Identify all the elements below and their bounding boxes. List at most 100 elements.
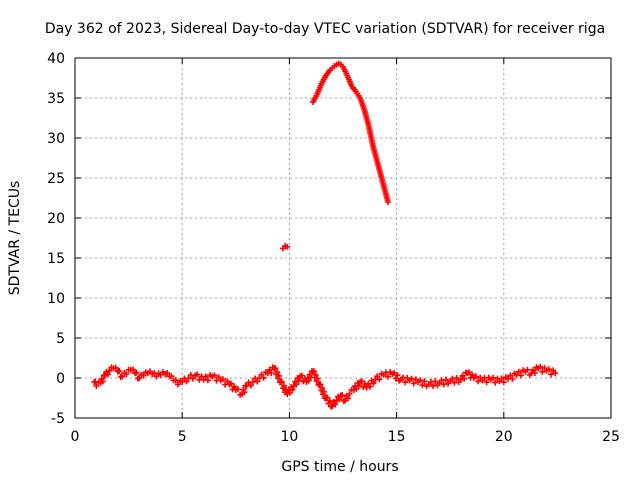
data-point (310, 368, 317, 375)
data-point (227, 380, 234, 387)
data-point (417, 377, 424, 384)
data-point (211, 372, 218, 379)
data-point (234, 386, 241, 393)
y-tick-label: 25 (47, 171, 65, 187)
data-point (457, 376, 464, 383)
data-point (363, 384, 370, 391)
data-point (353, 386, 360, 392)
data-point (268, 370, 275, 376)
data-point (112, 364, 119, 371)
data-point (392, 375, 399, 382)
data-point (385, 373, 392, 380)
data-point (258, 371, 265, 378)
data-point (332, 401, 339, 408)
data-point (254, 378, 261, 385)
y-tick-label: 20 (47, 211, 65, 227)
data-point (421, 378, 428, 385)
data-point (319, 385, 326, 392)
data-points (91, 60, 559, 410)
data-point (174, 381, 181, 388)
data-point (367, 383, 374, 390)
data-point (336, 396, 343, 403)
data-point (507, 372, 514, 379)
data-point (168, 373, 175, 380)
data-point (194, 371, 201, 378)
data-point (442, 376, 449, 383)
data-point (432, 378, 439, 385)
x-tick-label: 10 (280, 429, 298, 445)
data-point (419, 382, 426, 389)
data-point (517, 372, 524, 379)
data-point (104, 371, 111, 378)
data-point (272, 365, 279, 372)
data-point (483, 379, 490, 386)
data-point (215, 374, 222, 381)
data-point (339, 392, 346, 398)
data-point (539, 368, 546, 375)
data-point (326, 397, 333, 404)
data-point (305, 377, 312, 384)
data-point (537, 363, 544, 370)
data-point (472, 373, 479, 380)
data-point (312, 371, 319, 378)
data-point (266, 366, 273, 373)
data-point (461, 375, 468, 382)
grid-lines (75, 58, 611, 418)
data-point (345, 395, 352, 402)
data-point (133, 369, 140, 376)
data-point (317, 381, 324, 388)
data-point (524, 366, 531, 373)
data-point (374, 373, 381, 380)
data-point (274, 369, 281, 376)
data-point (281, 382, 288, 389)
data-point (370, 380, 377, 387)
data-point (116, 368, 123, 374)
data-point (465, 369, 472, 376)
y-tick-label: -5 (51, 411, 65, 427)
data-point (231, 383, 238, 390)
x-axis-label: GPS time / hours (281, 459, 398, 475)
chart-title: Day 362 of 2023, Sidereal Day-to-day VTE… (45, 21, 605, 37)
data-point (492, 379, 499, 386)
data-point (204, 377, 211, 384)
y-tick-label: 30 (47, 131, 65, 147)
data-point (545, 366, 552, 373)
data-point (346, 391, 353, 397)
data-point (358, 378, 365, 385)
y-tick-label: 0 (56, 371, 65, 387)
data-point (530, 366, 537, 373)
data-point (247, 382, 254, 389)
data-point (278, 378, 285, 385)
data-point (333, 397, 340, 404)
data-point (531, 370, 538, 376)
data-point (552, 370, 559, 377)
data-point (355, 382, 362, 389)
data-point (475, 378, 482, 385)
y-tick-label: 40 (47, 51, 65, 67)
data-point (99, 378, 106, 385)
data-point (402, 379, 409, 386)
data-point (295, 377, 302, 384)
data-point (394, 372, 401, 379)
data-point (93, 383, 100, 389)
data-point (106, 367, 113, 374)
data-point (469, 371, 476, 378)
data-point (286, 390, 293, 396)
data-point (119, 373, 126, 380)
data-point (129, 366, 136, 373)
y-tick-label: 35 (47, 91, 65, 107)
data-point (410, 380, 417, 387)
data-point (515, 368, 522, 375)
data-point (183, 378, 190, 385)
y-axis-label: SDTVAR / TECUs (7, 181, 23, 296)
data-point (289, 386, 296, 393)
x-tick-label: 15 (388, 429, 406, 445)
data-point (224, 378, 231, 385)
data-point (490, 374, 497, 381)
data-point (547, 371, 554, 378)
x-tick-label: 0 (71, 429, 80, 445)
data-point (453, 375, 460, 382)
data-point (136, 375, 143, 381)
data-point (498, 375, 505, 382)
